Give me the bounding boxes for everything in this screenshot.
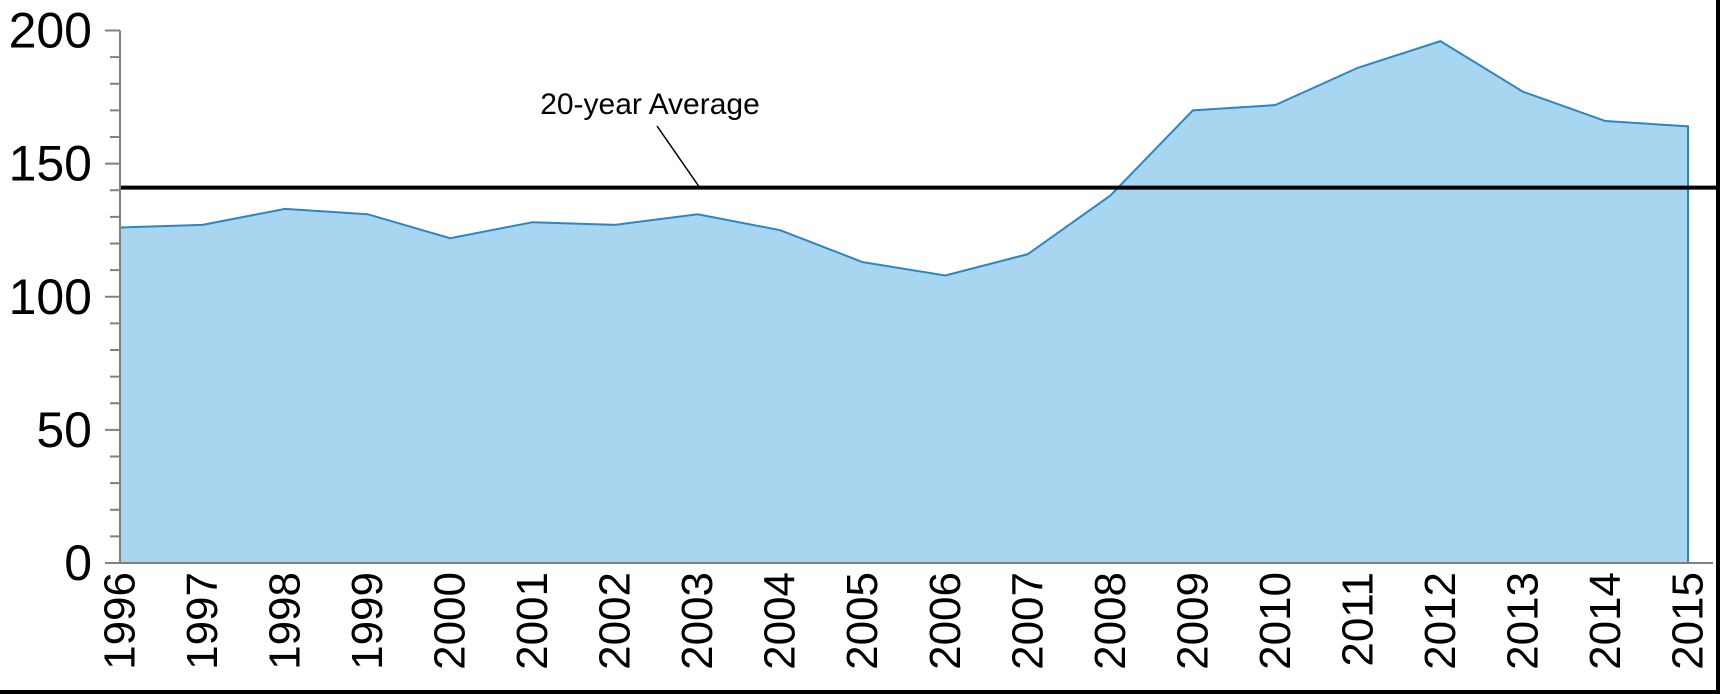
y-axis-tick-label: 100	[9, 269, 92, 325]
x-axis-year-label: 2008	[1086, 572, 1135, 670]
x-axis-year-label: 2012	[1416, 572, 1465, 670]
x-axis-year-label: 2001	[508, 572, 557, 670]
x-axis-year-label: 1996	[96, 572, 145, 670]
x-axis-year-label: 2013	[1498, 572, 1547, 670]
x-axis-year-label: 2007	[1003, 572, 1052, 670]
plot-layer: 0 50 100 150 200 1996 1997 1998 1999 2000 2001 2002…	[9, 3, 1716, 670]
x-axis-year-label: 2006	[921, 572, 970, 670]
x-axis-year-label: 1997	[178, 572, 227, 670]
x-axis-year-label: 2000	[426, 572, 475, 670]
x-axis-year-label: 1999	[343, 572, 392, 670]
y-axis-tick-label: 0	[64, 535, 92, 591]
y-axis-tick-label: 200	[9, 3, 92, 59]
x-axis-year-label: 2010	[1251, 572, 1300, 670]
x-axis-year-label: 2004	[756, 572, 805, 670]
y-axis-tick-label: 150	[9, 136, 92, 192]
area-series-outline	[119, 40, 1689, 563]
x-axis-year-label: 1998	[261, 572, 310, 670]
x-axis-year-label: 2005	[838, 572, 887, 670]
x-axis-year-label: 2011	[1333, 572, 1382, 667]
y-axis-tick-label: 50	[36, 402, 92, 458]
x-axis-year-label: 2014	[1581, 572, 1630, 670]
x-axis-year-label: 2015	[1664, 572, 1713, 670]
x-axis-year-label: 2002	[591, 572, 640, 670]
average-line-label: 20-year Average	[540, 88, 760, 121]
x-axis-year-label: 2009	[1168, 572, 1217, 670]
x-axis-year-label: 2003	[673, 572, 722, 670]
area-series-fill	[120, 41, 1688, 563]
average-callout-line	[656, 125, 701, 189]
